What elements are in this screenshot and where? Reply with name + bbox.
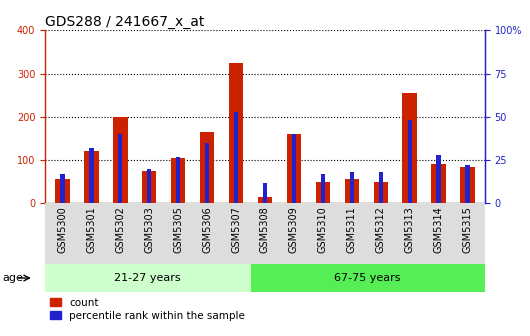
Bar: [408, 120, 412, 203]
Text: GSM5312: GSM5312: [376, 206, 386, 253]
Bar: [287, 134, 301, 203]
Text: GSM5310: GSM5310: [318, 206, 328, 253]
Text: GSM5309: GSM5309: [289, 206, 299, 253]
Bar: [147, 169, 152, 203]
Text: GSM5314: GSM5314: [434, 206, 444, 253]
Bar: [171, 158, 185, 203]
Bar: [431, 164, 446, 203]
Text: GSM5311: GSM5311: [347, 206, 357, 253]
Bar: [45, 203, 485, 264]
Bar: [461, 167, 475, 203]
Bar: [113, 117, 128, 203]
Bar: [89, 148, 93, 203]
Bar: [45, 264, 251, 292]
Text: GSM5313: GSM5313: [405, 206, 414, 253]
Bar: [84, 151, 99, 203]
Text: GSM5305: GSM5305: [173, 206, 183, 253]
Text: GSM5308: GSM5308: [260, 206, 270, 253]
Bar: [344, 179, 359, 203]
Bar: [251, 264, 485, 292]
Bar: [292, 134, 296, 203]
Bar: [378, 172, 383, 203]
Text: GDS288 / 241667_x_at: GDS288 / 241667_x_at: [45, 15, 205, 29]
Bar: [229, 63, 243, 203]
Text: age: age: [3, 273, 23, 283]
Text: 67-75 years: 67-75 years: [334, 273, 401, 283]
Text: GSM5303: GSM5303: [144, 206, 154, 253]
Text: GSM5315: GSM5315: [463, 206, 473, 253]
Bar: [234, 112, 238, 203]
Text: GSM5300: GSM5300: [57, 206, 67, 253]
Text: GSM5307: GSM5307: [231, 206, 241, 253]
Bar: [465, 165, 470, 203]
Bar: [205, 143, 209, 203]
Bar: [263, 182, 267, 203]
Bar: [437, 155, 441, 203]
Text: GSM5302: GSM5302: [116, 206, 125, 253]
Text: GSM5301: GSM5301: [86, 206, 96, 253]
Bar: [200, 132, 214, 203]
Text: 21-27 years: 21-27 years: [114, 273, 181, 283]
Bar: [118, 134, 122, 203]
Legend: count, percentile rank within the sample: count, percentile rank within the sample: [50, 298, 245, 321]
Bar: [402, 93, 417, 203]
Bar: [142, 171, 156, 203]
Bar: [374, 182, 388, 203]
Bar: [316, 182, 330, 203]
Bar: [176, 157, 180, 203]
Bar: [60, 174, 65, 203]
Bar: [321, 174, 325, 203]
Text: GSM5306: GSM5306: [202, 206, 212, 253]
Bar: [258, 197, 272, 203]
Bar: [350, 172, 354, 203]
Bar: [55, 179, 69, 203]
